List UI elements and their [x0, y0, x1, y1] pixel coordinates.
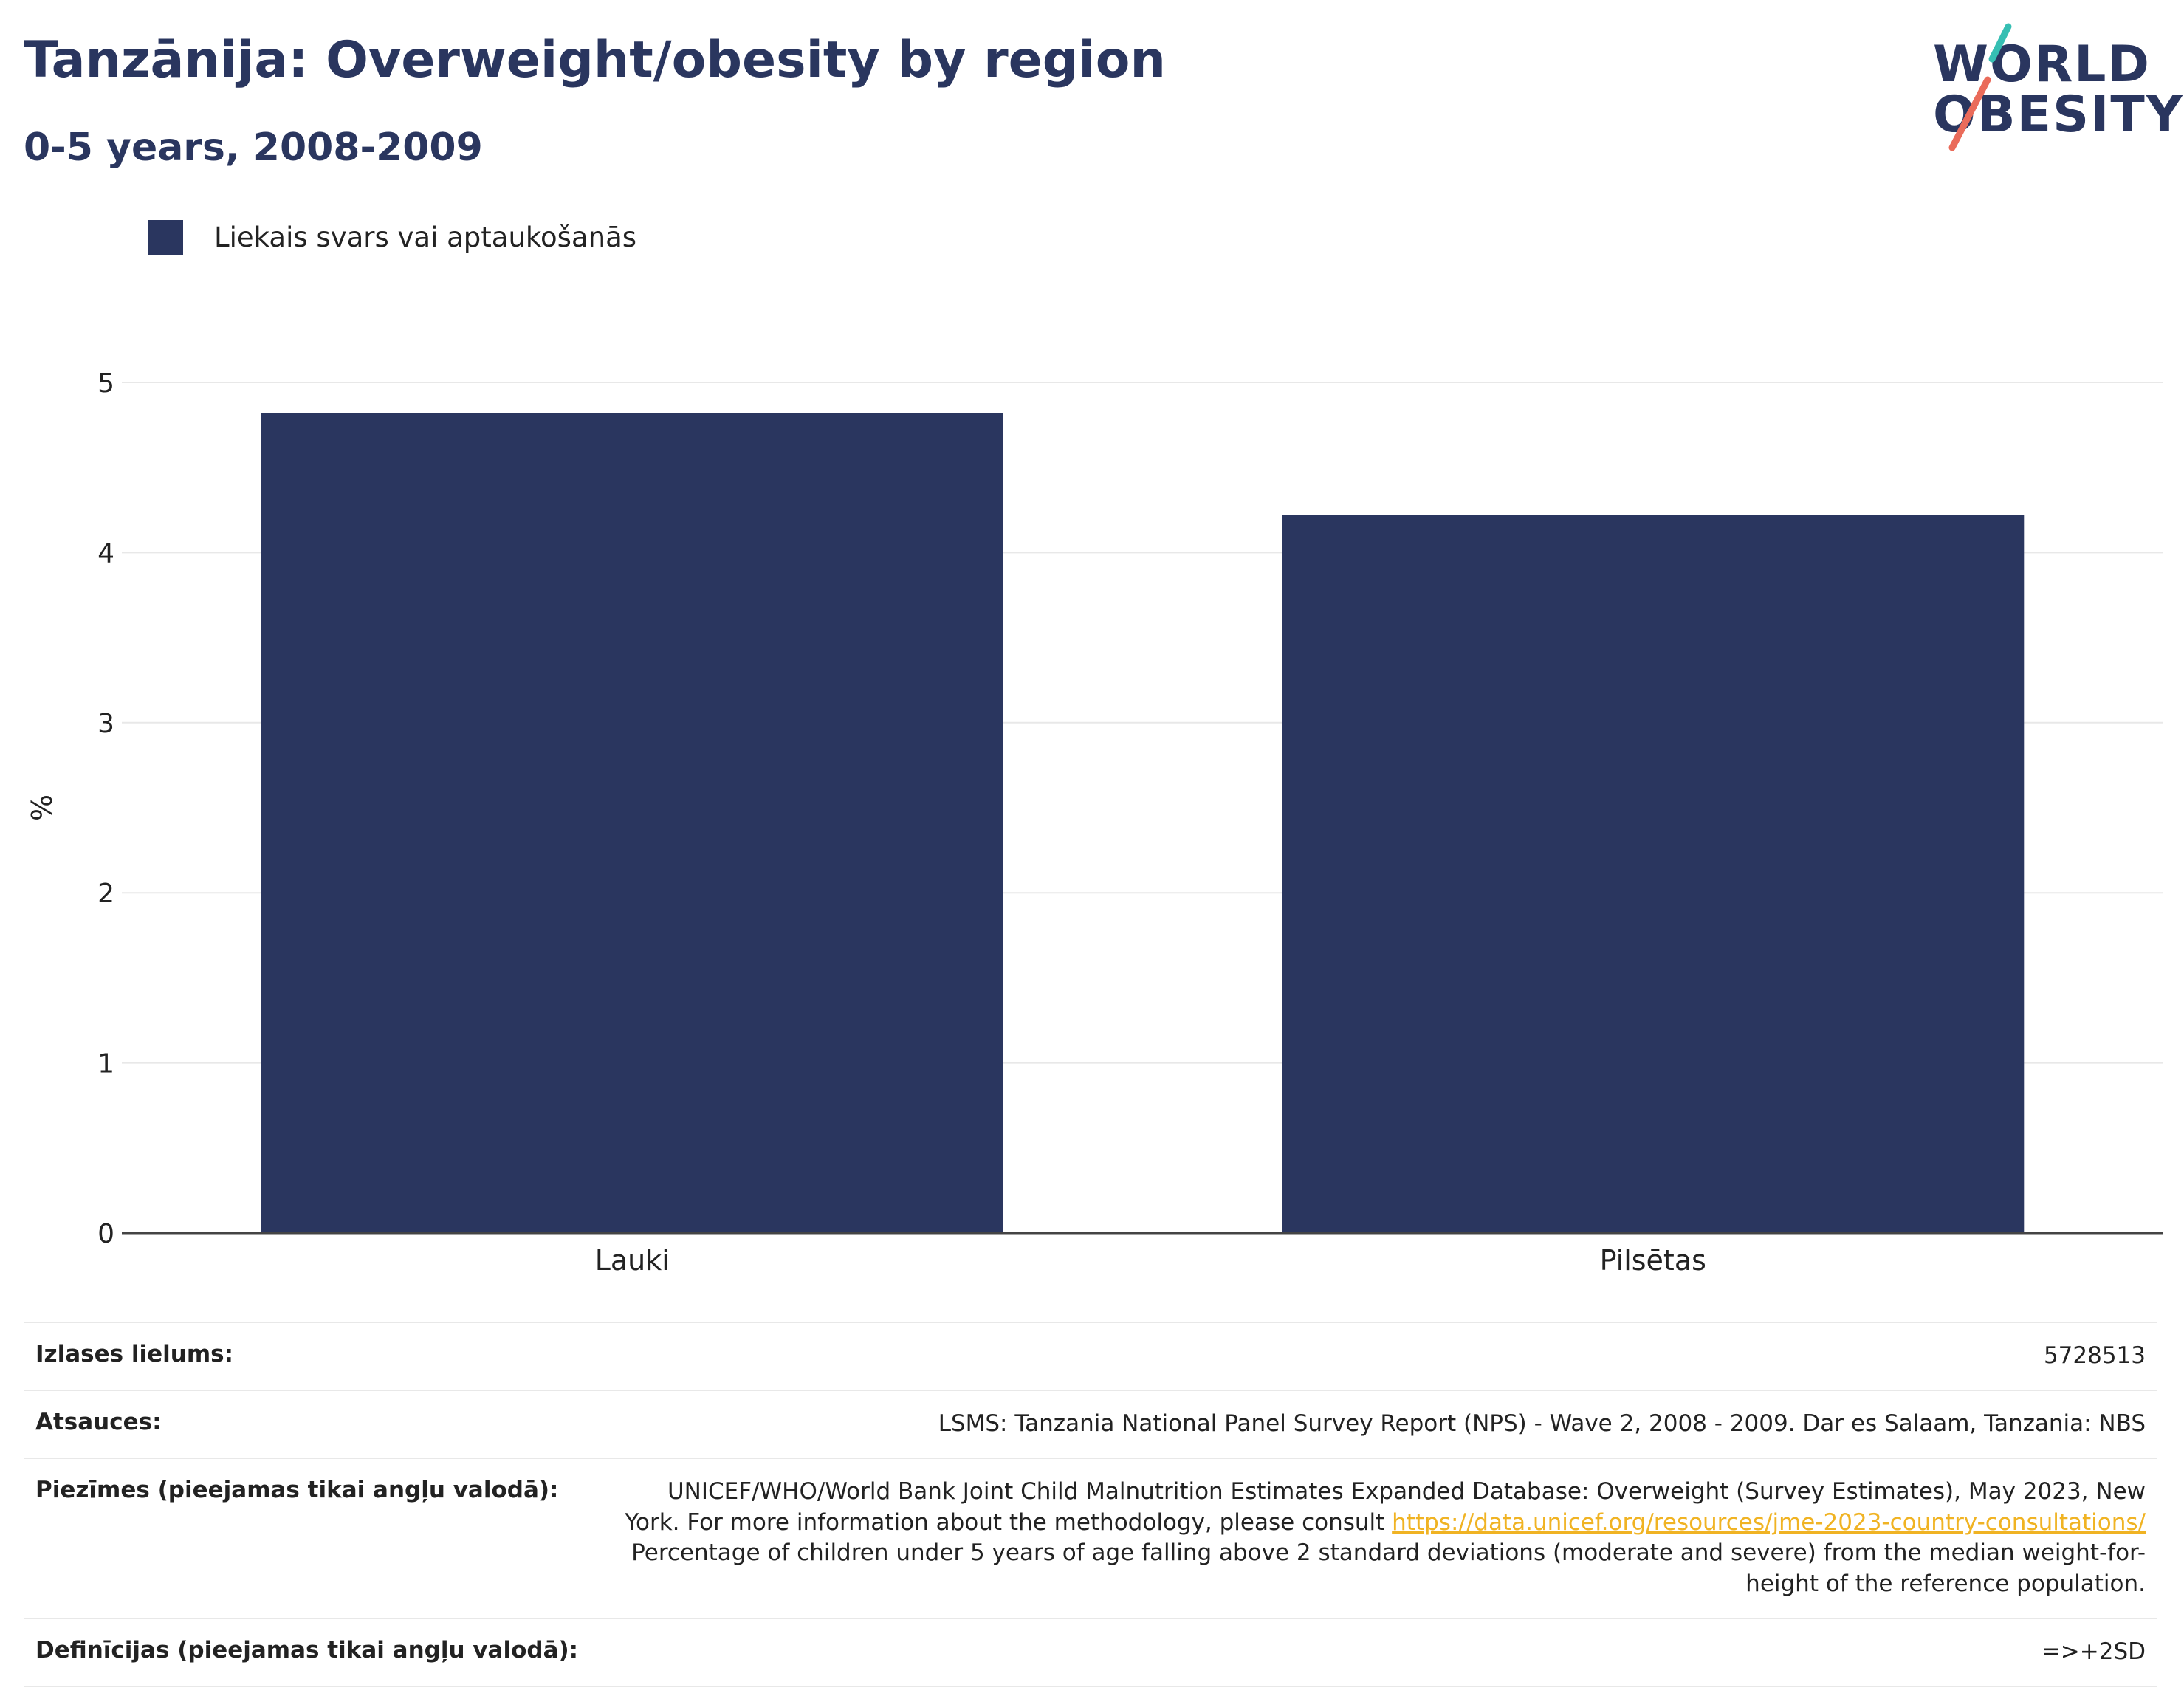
- y-tick-label: 1: [97, 1049, 114, 1079]
- y-tick-label: 3: [97, 709, 114, 739]
- info-table: Izlases lielums: 5728513 Atsauces: LSMS:…: [24, 1322, 2157, 1687]
- info-row-references: Atsauces: LSMS: Tanzania National Panel …: [24, 1389, 2157, 1458]
- notes-methodology-link[interactable]: https://data.unicef.org/resources/jme-20…: [1392, 1508, 2146, 1536]
- bar-1: [1282, 515, 2025, 1233]
- sample-size-label: Izlases lielums:: [35, 1341, 233, 1367]
- info-row-notes: Piezīmes (pieejamas tikai angļu valodā):…: [24, 1457, 2157, 1618]
- notes-text-before: UNICEF/WHO/World Bank Joint Child Malnut…: [625, 1477, 2146, 1536]
- x-tick-label: Lauki: [595, 1244, 670, 1277]
- info-row-definitions: Definīcijas (pieejamas tikai angļu valod…: [24, 1618, 2157, 1687]
- sample-size-value: 5728513: [2043, 1342, 2146, 1369]
- references-label: Atsauces:: [35, 1408, 162, 1435]
- logo-word-world: WORLD: [1933, 35, 2151, 94]
- chart-title: Tanzānija: Overweight/obesity by region: [24, 31, 1166, 89]
- y-tick-label: 5: [97, 368, 114, 399]
- world-obesity-logo: WORLD OBESITY: [1920, 21, 2183, 161]
- y-tick-label: 4: [97, 538, 114, 569]
- legend-swatch: [148, 220, 183, 255]
- logo-slash-icon: [1948, 23, 2012, 151]
- x-tick-label: Pilsētas: [1600, 1244, 1706, 1277]
- notes-value: UNICEF/WHO/World Bank Joint Child Malnut…: [625, 1477, 2146, 1600]
- chart-subtitle: 0-5 years, 2008-2009: [24, 126, 483, 170]
- bar-chart: 0 1 2 3 4 5% Lauki Pilsētas: [26, 368, 2163, 1277]
- y-axis-label: %: [26, 794, 58, 821]
- definitions-label: Definīcijas (pieejamas tikai angļu valod…: [35, 1637, 579, 1664]
- logo-word-obesity: OBESITY: [1933, 86, 2184, 144]
- y-tick-label: 2: [97, 879, 114, 909]
- notes-label: Piezīmes (pieejamas tikai angļu valodā):: [35, 1476, 559, 1503]
- legend-label: Liekais svars vai aptaukošanās: [214, 222, 637, 253]
- references-value: LSMS: Tanzania National Panel Survey Rep…: [938, 1410, 2146, 1437]
- y-tick-label: 0: [97, 1219, 114, 1249]
- info-row-sample-size: Izlases lielums: 5728513: [24, 1322, 2157, 1390]
- bar-0: [261, 413, 1003, 1234]
- definitions-value: =>+2SD: [2041, 1638, 2146, 1666]
- notes-text-after: Percentage of children under 5 years of …: [631, 1539, 2146, 1598]
